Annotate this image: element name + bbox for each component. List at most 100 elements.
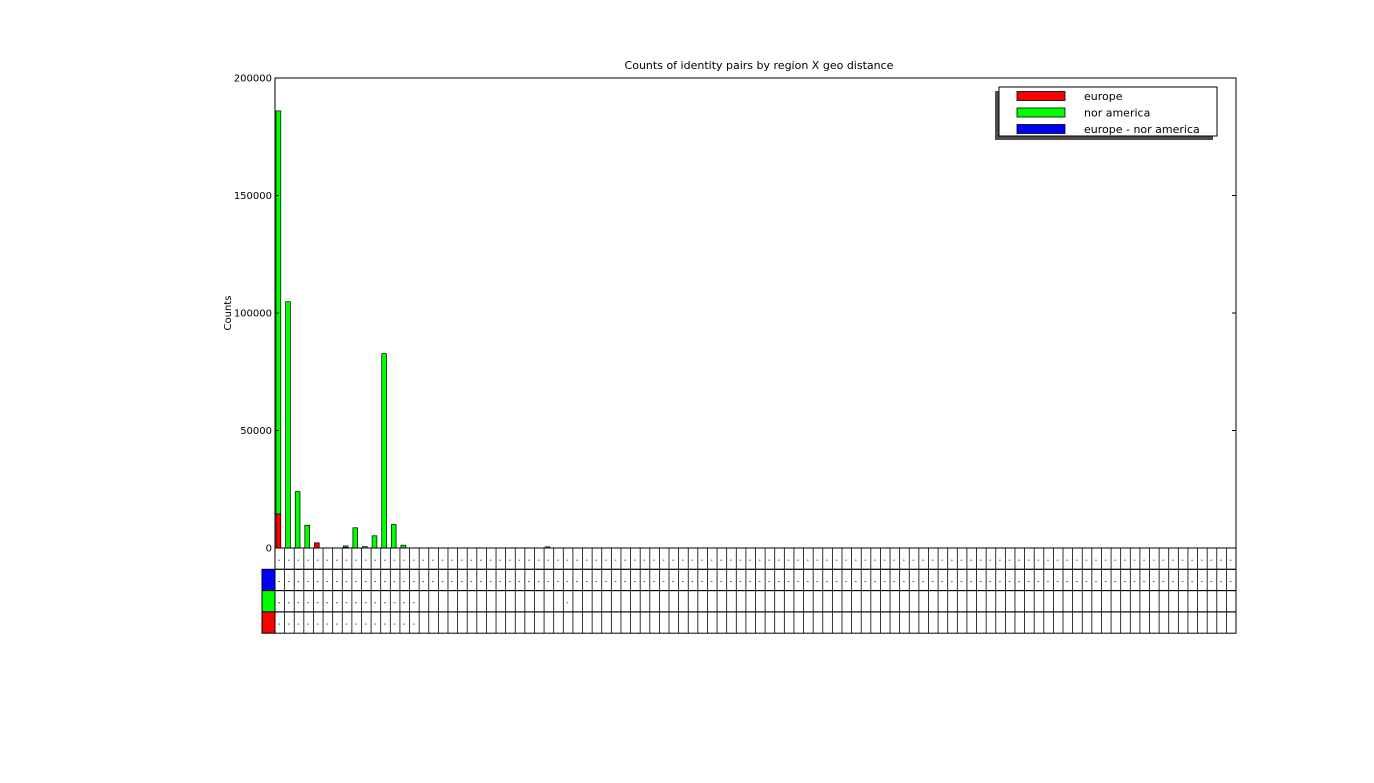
table-cell-mark xyxy=(307,602,309,604)
table-cell-mark xyxy=(345,559,348,561)
table-cell-mark xyxy=(585,581,588,582)
table-cell-mark xyxy=(835,581,838,582)
chart-title: Counts of identity pairs by region X geo… xyxy=(625,59,894,72)
table-cell-mark xyxy=(422,559,425,561)
table-cell-mark xyxy=(547,559,550,561)
table-cell-mark xyxy=(1152,581,1155,582)
table-cell-mark xyxy=(768,581,771,582)
table-cell-mark xyxy=(489,581,492,582)
bar-europe-0 xyxy=(275,513,282,549)
table-cell-mark xyxy=(412,602,415,604)
table-cell-mark xyxy=(509,581,511,582)
table-cell-mark xyxy=(787,581,790,582)
table-cell-mark xyxy=(393,623,396,625)
bar-nor-america-11 xyxy=(381,353,387,549)
table-cell-mark xyxy=(451,581,453,582)
legend-swatch-1 xyxy=(1016,107,1066,118)
table-cell-mark xyxy=(1172,581,1174,582)
y-tick-label: 150000 xyxy=(234,191,272,202)
table-cell-mark xyxy=(633,559,636,561)
table-cell-mark xyxy=(758,581,761,582)
table-cell-mark xyxy=(778,581,780,582)
table-cell-mark xyxy=(374,559,377,561)
table-cell-mark xyxy=(278,602,280,604)
y-tick-label: 200000 xyxy=(234,74,272,85)
table-cell-mark xyxy=(672,559,674,561)
table-cell-mark xyxy=(384,581,386,582)
bar-nor-america-2 xyxy=(294,491,301,549)
legend-swatch-2 xyxy=(1016,124,1066,134)
table-cell-mark xyxy=(681,559,684,561)
table-cell-mark xyxy=(739,581,742,582)
table-cell-mark xyxy=(1114,559,1117,561)
table-cell-mark xyxy=(355,623,357,625)
table-cell-mark xyxy=(1191,581,1193,582)
table-cell-mark xyxy=(1133,581,1136,582)
table-cell-mark xyxy=(537,559,540,561)
table-cell-mark xyxy=(326,581,329,582)
table-cell-mark xyxy=(960,559,963,561)
table-cell-mark xyxy=(1075,559,1078,561)
table-cell-mark xyxy=(336,623,338,625)
table-cell-mark xyxy=(441,581,444,582)
bar-nor-america-7 xyxy=(342,545,349,548)
table-cell-mark xyxy=(614,559,617,561)
legend-label-0: europe xyxy=(1084,90,1123,103)
table-cell-mark xyxy=(1027,559,1030,561)
table-cell-mark xyxy=(326,602,329,604)
table-cell-mark xyxy=(384,602,386,604)
table-cell-mark xyxy=(364,623,367,625)
table-cell-mark xyxy=(1229,581,1232,582)
table-cell-mark xyxy=(605,559,607,561)
table-cell-mark xyxy=(999,559,1001,561)
table-cell-mark xyxy=(1200,581,1203,582)
table-cell-mark xyxy=(1200,559,1203,561)
table-cell-mark xyxy=(518,559,521,561)
table-cell-mark xyxy=(316,602,319,604)
table-cell-mark xyxy=(480,559,482,561)
table-cell-mark xyxy=(393,581,396,582)
table-cell-mark xyxy=(806,581,809,582)
table-cell-mark xyxy=(816,559,819,561)
table-cell-mark xyxy=(326,623,329,625)
table-cell-mark xyxy=(816,581,819,582)
table-cell-mark xyxy=(393,559,396,561)
table-cell-mark xyxy=(710,581,713,582)
table-row-legend-swatch xyxy=(261,611,276,634)
table-cell-mark xyxy=(364,581,367,582)
table-cell-mark xyxy=(557,559,559,561)
table-cell-mark xyxy=(633,581,636,582)
table-cell-mark xyxy=(537,581,540,582)
table-cell-mark xyxy=(278,623,280,625)
table-cell-mark xyxy=(364,559,367,561)
table-cell-mark xyxy=(960,581,963,582)
table-cell-mark xyxy=(489,559,492,561)
table-cell-mark xyxy=(1181,559,1184,561)
bar-europe-4 xyxy=(314,542,320,549)
table-cell-mark xyxy=(1008,559,1011,561)
table-cell-mark xyxy=(1162,581,1165,582)
table-cell-mark xyxy=(595,559,598,561)
bar-nor-america-8 xyxy=(352,527,359,549)
table-cell-mark xyxy=(1220,559,1222,561)
table-cell-mark xyxy=(287,623,290,625)
table-cell-mark xyxy=(297,602,300,604)
table-cell-mark xyxy=(989,581,992,582)
table-cell-mark xyxy=(480,581,482,582)
bar-nor-america-1 xyxy=(285,301,291,549)
table-cell-mark xyxy=(307,559,309,561)
table-cell-mark xyxy=(566,581,569,582)
table-cell-mark xyxy=(931,559,934,561)
table-cell-mark xyxy=(1085,559,1088,561)
table-cell-mark xyxy=(576,581,578,582)
table-cell-mark xyxy=(566,602,569,604)
table-cell-mark xyxy=(278,559,280,561)
table-cell-mark xyxy=(422,581,425,582)
table-cell-mark xyxy=(758,559,761,561)
table-cell-mark xyxy=(701,559,703,561)
table-cell-mark xyxy=(951,559,953,561)
legend: europe nor america europe - nor america xyxy=(995,86,1218,140)
table-cell-mark xyxy=(826,581,828,582)
table-cell-mark xyxy=(854,559,857,561)
table-cell-mark xyxy=(297,581,300,582)
